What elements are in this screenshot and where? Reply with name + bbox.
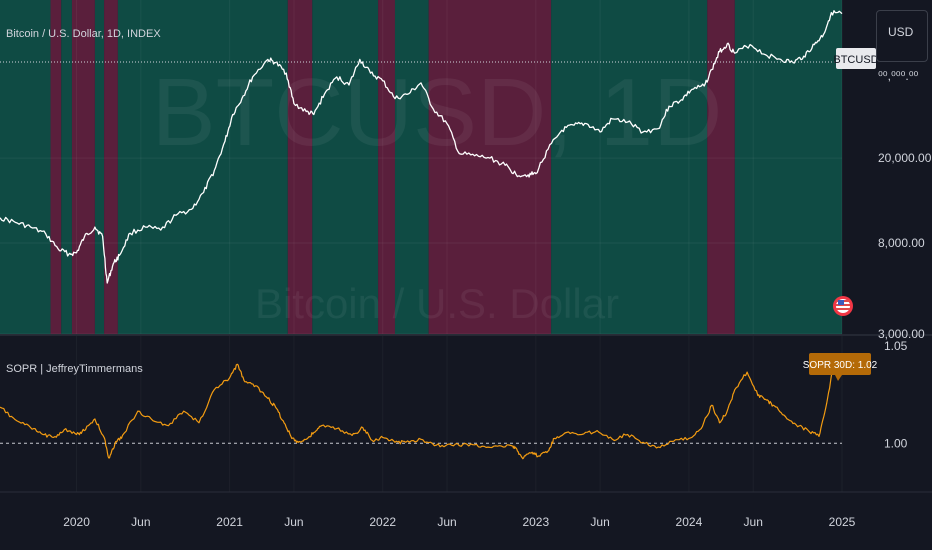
sopr-line <box>0 359 843 460</box>
regime-band-bear <box>71 0 95 334</box>
price-axis-label: 3,000.00 <box>878 327 925 341</box>
indicator-axis-label: 1.05 <box>884 339 908 353</box>
us-flag-icon[interactable] <box>833 296 853 316</box>
main-pane-title: Bitcoin / U.S. Dollar, 1D, INDEX <box>6 28 161 40</box>
time-axis-label: Jun <box>744 515 763 529</box>
price-axis[interactable]: 20,000.00 8,000.00 3,000.00 <box>878 151 932 341</box>
time-axis-label: 2025 <box>829 515 856 529</box>
regime-band-bear <box>287 0 313 334</box>
price-axis-label: 20,000.00 <box>878 151 932 165</box>
time-axis-label: Jun <box>437 515 456 529</box>
indicator-pane-bg <box>0 336 842 492</box>
indicator-title: SOPR | JeffreyTimmermans <box>6 363 143 375</box>
watermark-name: Bitcoin / U.S. Dollar <box>255 280 619 327</box>
currency-button[interactable]: USD <box>876 10 928 62</box>
price-axis-label: 8,000.00 <box>878 236 925 250</box>
sopr-value-tag[interactable]: SOPR 30D: 1.02 <box>803 353 878 381</box>
time-axis-label: 2021 <box>216 515 243 529</box>
main-gridlines <box>0 0 843 335</box>
regime-band-bull <box>61 0 72 334</box>
regime-band-bull <box>0 0 51 334</box>
regime-band-bull <box>394 0 429 334</box>
regime-band-bull <box>117 0 288 334</box>
btcusd-price-tag[interactable]: BTCUSD <box>833 48 879 69</box>
time-axis-label: Jun <box>590 515 609 529</box>
indicator-axis-label: 1.00 <box>884 436 908 450</box>
regime-band-bear <box>378 0 395 334</box>
price-tag-label: BTCUSD <box>833 54 878 66</box>
regime-band-bear <box>50 0 62 334</box>
time-axis-label: 2022 <box>369 515 396 529</box>
regime-band-bull <box>312 0 379 334</box>
time-axis-label: Jun <box>131 515 150 529</box>
price-axis-partial-label: ⁰⁰,⁰⁰⁰.⁰⁰ <box>878 69 919 83</box>
sopr-value-label: SOPR 30D: 1.02 <box>803 360 878 371</box>
regime-band-bull <box>551 0 708 334</box>
regime-band-bull <box>734 0 842 334</box>
regime-band-bear <box>428 0 552 334</box>
regime-band-bull <box>94 0 105 334</box>
time-axis[interactable]: 2020 Jun 2021 Jun 2022 Jun 2023 Jun 2024 Jun 2025 <box>63 515 855 529</box>
indicator-axis[interactable]: 1.05 1.00 <box>884 339 908 451</box>
time-axis-label: 2023 <box>522 515 549 529</box>
time-axis-label: 2020 <box>63 515 90 529</box>
time-axis-label: Jun <box>284 515 303 529</box>
time-axis-label: 2024 <box>676 515 703 529</box>
regime-bands <box>0 0 842 334</box>
indicator-gridlines <box>76 336 843 492</box>
regime-band-bear <box>104 0 118 334</box>
regime-band-bear <box>707 0 735 334</box>
btc-price-line <box>0 10 843 284</box>
